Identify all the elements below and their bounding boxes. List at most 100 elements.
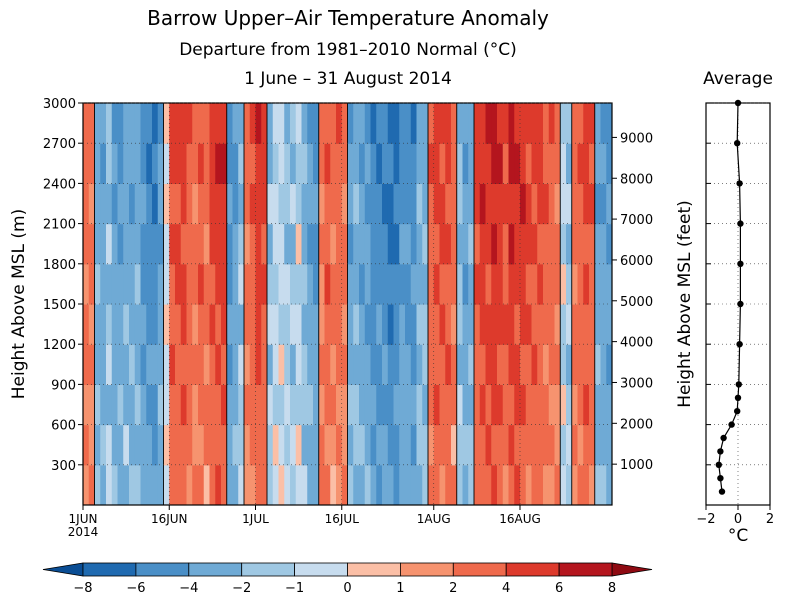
heatmap-cell <box>531 103 538 144</box>
heatmap-cell <box>439 464 446 505</box>
heatmap-cell <box>491 103 498 144</box>
heatmap-cell <box>117 183 124 225</box>
colorbar-segment <box>294 562 348 577</box>
heatmap-cell <box>341 183 349 225</box>
heatmap-cell <box>146 263 153 305</box>
heatmap-cell <box>387 263 395 305</box>
heatmap-cell <box>209 384 216 426</box>
heatmap-cell <box>520 464 527 505</box>
heatmap-cell <box>324 384 331 426</box>
heatmap-cell <box>405 143 412 184</box>
heatmap-cell <box>272 263 280 305</box>
heatmap-cell <box>261 263 268 305</box>
heatmap-cell <box>94 223 101 265</box>
heatmap-cell <box>123 103 130 144</box>
heatmap-cell <box>203 183 211 225</box>
heatmap-cell <box>100 223 107 265</box>
heatmap-cell <box>111 344 119 385</box>
heatmap-cell <box>520 183 527 225</box>
heatmap-cell <box>169 384 176 426</box>
heatmap-cell <box>134 263 142 305</box>
heatmap-cell <box>180 223 188 265</box>
heatmap-cell <box>462 464 469 505</box>
heatmap-cell <box>341 103 349 144</box>
heatmap-cell <box>485 464 492 505</box>
heatmap-cell <box>318 344 326 385</box>
heatmap-cell <box>589 424 596 466</box>
heatmap-cell <box>249 103 257 144</box>
heatmap-cell <box>502 223 510 265</box>
heatmap-cell <box>445 223 452 265</box>
heatmap-cell <box>255 103 262 144</box>
heatmap-cell <box>485 384 492 426</box>
heatmap-cell <box>83 424 90 466</box>
heatmap-cell <box>261 424 268 466</box>
heatmap-cell <box>577 263 584 305</box>
heatmap-cell <box>405 263 412 305</box>
heatmap-cell <box>261 344 268 385</box>
heatmap-cell <box>238 344 245 385</box>
heatmap-cell <box>479 344 487 385</box>
heatmap-cell <box>180 384 188 426</box>
heatmap-cell <box>192 223 199 265</box>
heatmap-cell <box>301 304 308 345</box>
heatmap-cell <box>387 384 395 426</box>
heatmap-cell <box>497 183 504 225</box>
heatmap-cell <box>428 384 435 426</box>
heatmap-cell <box>451 263 458 305</box>
profile-line <box>718 102 742 492</box>
heatmap-cell <box>186 103 193 144</box>
heatmap-cell <box>571 143 579 184</box>
heatmap-cell <box>462 103 469 144</box>
heatmap-cell <box>531 464 538 505</box>
heatmap-cell <box>347 263 354 305</box>
heatmap-cell <box>370 183 377 225</box>
x-tick-label: 16AUG <box>499 512 541 526</box>
heatmap-cell <box>399 263 406 305</box>
heatmap-cell <box>387 223 395 265</box>
heatmap-cell <box>525 344 533 385</box>
colorbar-label: −4 <box>179 581 198 596</box>
heatmap-cell <box>175 344 182 385</box>
heatmap-cell <box>531 424 538 466</box>
heatmap-cell <box>382 183 389 225</box>
heatmap-cell <box>583 304 590 345</box>
heatmap-cell <box>428 464 435 505</box>
heatmap-cell <box>508 304 515 345</box>
heatmap-cell <box>267 344 274 385</box>
heatmap-cell <box>88 304 96 345</box>
heatmap-cell <box>324 143 331 184</box>
heatmap-cell <box>198 304 205 345</box>
heatmap-cell <box>428 143 435 184</box>
heatmap-cell <box>186 464 193 505</box>
heatmap-cell <box>359 344 366 385</box>
y-tick-label: 1500 <box>43 298 76 313</box>
heatmap-cell <box>324 424 331 466</box>
heatmap-cell <box>203 263 211 305</box>
heatmap-cell <box>336 384 343 426</box>
heatmap-cell <box>606 223 612 265</box>
heatmap-cell <box>353 263 360 305</box>
heatmap-cell <box>428 263 435 305</box>
heatmap-cell <box>433 424 441 466</box>
heatmap-cell <box>410 464 418 505</box>
heatmap-cell <box>255 344 262 385</box>
heatmap-cell <box>278 223 285 265</box>
heatmap-cell <box>382 263 389 305</box>
heatmap-cell <box>313 304 320 345</box>
heatmap-cell <box>238 103 245 144</box>
heatmap-cell <box>272 143 280 184</box>
heatmap-cell <box>272 304 280 345</box>
heatmap-cell <box>238 304 245 345</box>
heatmap-cell <box>117 263 124 305</box>
heatmap-cell <box>186 263 193 305</box>
heatmap-cell <box>445 424 452 466</box>
heatmap-cell <box>290 464 297 505</box>
heatmap-cell <box>416 223 423 265</box>
heatmap-cell <box>393 304 400 345</box>
heatmap-cell <box>577 304 584 345</box>
colorbar-label: 8 <box>608 581 616 596</box>
heatmap-cell <box>238 183 245 225</box>
heatmap-cell <box>502 424 510 466</box>
heatmap-cell <box>221 304 228 345</box>
